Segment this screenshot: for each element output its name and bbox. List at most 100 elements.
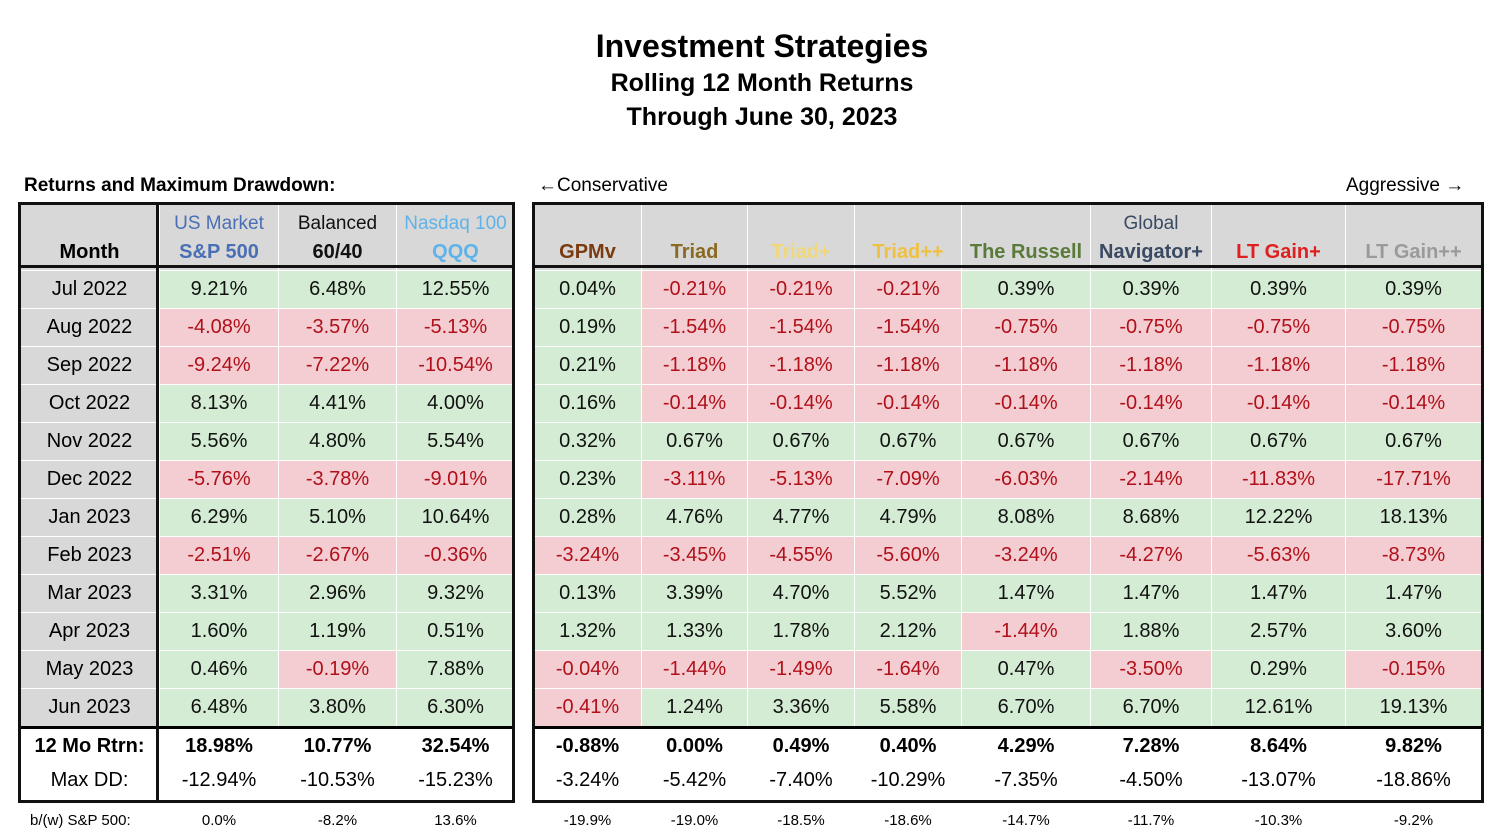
page-subtitle-2: Through June 30, 2023 — [626, 103, 898, 131]
return-cell: 0.16% — [533, 384, 642, 423]
return-cell: -0.04% — [533, 650, 642, 689]
return-cell: -1.54% — [747, 308, 855, 347]
max-drawdown-row: -3.24% -5.42% -7.40% -10.29% -7.35% -4.50% -13… — [533, 763, 1482, 797]
page-title: Investment Strategies — [595, 28, 929, 64]
table-row: 0.19% -1.54% -1.54% -1.54% -0.75% -0.75% -0.75… — [533, 308, 1482, 347]
footer-value: -8.2% — [317, 812, 358, 829]
max-drawdown-label: Max DD: — [19, 763, 160, 797]
return-cell: -9.24% — [159, 346, 279, 385]
section-label: Returns and Maximum Drawdown: — [24, 175, 336, 196]
max-drawdown-cell: -13.07% — [1211, 763, 1346, 797]
column-header-name: The Russell — [969, 241, 1083, 263]
return-cell: 2.96% — [278, 574, 397, 613]
column-header: Triad+ — [747, 203, 855, 271]
return-cell: 1.60% — [159, 612, 279, 651]
aggressive-label: Aggressive → — [1346, 175, 1465, 196]
return-cell: -3.11% — [641, 460, 748, 499]
return-cell: 4.41% — [278, 384, 397, 423]
table-row: 0.04% -0.21% -0.21% -0.21% 0.39% 0.39% 0.39% 0.… — [533, 270, 1482, 309]
return-cell: -0.75% — [1345, 308, 1482, 347]
return-cell: 5.10% — [278, 498, 397, 537]
return-cell: -1.54% — [641, 308, 748, 347]
return-cell: 1.47% — [961, 574, 1091, 613]
total-cell: 0.00% — [641, 726, 748, 764]
return-cell: 6.70% — [1090, 688, 1212, 728]
month-header: Month — [19, 203, 160, 271]
return-cell: -7.22% — [278, 346, 397, 385]
month-cell: Nov 2022 — [19, 422, 160, 461]
return-cell: -9.01% — [396, 460, 515, 499]
return-cell: 19.13% — [1345, 688, 1482, 728]
return-cell: 3.31% — [159, 574, 279, 613]
return-cell: -1.18% — [1211, 346, 1346, 385]
return-cell: -3.57% — [278, 308, 397, 347]
return-cell: 0.21% — [533, 346, 642, 385]
month-column-divider — [156, 203, 159, 803]
table-row: 1.32% 1.33% 1.78% 2.12% -1.44% 1.88% 2.57% 3.60… — [533, 612, 1482, 651]
return-cell: -11.83% — [1211, 460, 1346, 499]
return-cell: 4.80% — [278, 422, 397, 461]
return-cell: -1.18% — [1090, 346, 1212, 385]
return-cell: 3.80% — [278, 688, 397, 728]
return-cell: -4.55% — [747, 536, 855, 575]
return-cell: -3.24% — [961, 536, 1091, 575]
return-cell: -1.44% — [961, 612, 1091, 651]
total-cell: 4.29% — [961, 726, 1091, 764]
table-row: Jan 2023 6.29% 5.10% 10.64% — [19, 498, 515, 537]
return-cell: 18.13% — [1345, 498, 1482, 537]
return-cell: -0.14% — [641, 384, 748, 423]
column-header: Triad — [641, 203, 748, 271]
return-cell: -5.13% — [747, 460, 855, 499]
return-cell: 1.47% — [1090, 574, 1212, 613]
month-cell: Oct 2022 — [19, 384, 160, 423]
column-header-top: Global — [1123, 213, 1179, 234]
total-row: -0.88% 0.00% 0.49% 0.40% 4.29% 7.28% 8.64% 9.82… — [533, 726, 1482, 764]
return-cell: -3.45% — [641, 536, 748, 575]
return-cell: -3.24% — [533, 536, 642, 575]
return-cell: -1.44% — [641, 650, 748, 689]
return-cell: -4.08% — [159, 308, 279, 347]
return-cell: 0.67% — [641, 422, 748, 461]
max-drawdown-cell: -7.40% — [747, 763, 855, 797]
month-cell: Jun 2023 — [19, 688, 160, 728]
return-cell: 2.57% — [1211, 612, 1346, 651]
month-cell: Aug 2022 — [19, 308, 160, 347]
column-header-top — [643, 210, 747, 238]
return-cell: 0.47% — [961, 650, 1091, 689]
return-cell: 4.70% — [747, 574, 855, 613]
footer-value: 0.0% — [201, 812, 237, 829]
column-header-top: Balanced — [297, 213, 378, 234]
footer-value: -14.7% — [1002, 812, 1050, 829]
return-cell: 9.21% — [159, 270, 279, 309]
return-cell: 0.39% — [961, 270, 1091, 309]
footer-value: -18.5% — [777, 812, 825, 829]
return-cell: -4.27% — [1090, 536, 1212, 575]
month-cell: Dec 2022 — [19, 460, 160, 499]
return-cell: -0.15% — [1345, 650, 1482, 689]
table-row: -0.04% -1.44% -1.49% -1.64% 0.47% -3.50% 0.29%… — [533, 650, 1482, 689]
return-cell: -0.21% — [747, 270, 855, 309]
max-drawdown-cell: -15.23% — [396, 763, 515, 797]
return-cell: -0.14% — [747, 384, 855, 423]
return-cell: 1.78% — [747, 612, 855, 651]
total-cell: 18.98% — [159, 726, 279, 764]
return-cell: 5.52% — [854, 574, 962, 613]
benchmark-returns-table: Month US Market S&P 500 Balanced 60/40 Nasdaq… — [19, 203, 515, 797]
table-row: Oct 2022 8.13% 4.41% 4.00% — [19, 384, 515, 423]
return-cell: 10.64% — [396, 498, 515, 537]
return-cell: -1.54% — [854, 308, 962, 347]
return-cell: -0.75% — [1211, 308, 1346, 347]
column-header-name: LT Gain++ — [1365, 241, 1462, 263]
table-row: Aug 2022 -4.08% -3.57% -5.13% — [19, 308, 515, 347]
column-header: GPMv — [533, 203, 642, 271]
return-cell: 1.47% — [1345, 574, 1482, 613]
return-cell: -1.64% — [854, 650, 962, 689]
return-cell: 5.54% — [396, 422, 515, 461]
total-cell: -0.88% — [533, 726, 642, 764]
max-drawdown-cell: -3.24% — [533, 763, 642, 797]
footer-value: -19.9% — [563, 812, 612, 829]
return-cell: -0.14% — [854, 384, 962, 423]
column-header-top — [1213, 210, 1345, 238]
return-cell: 1.32% — [533, 612, 642, 651]
total-cell: 32.54% — [396, 726, 515, 764]
